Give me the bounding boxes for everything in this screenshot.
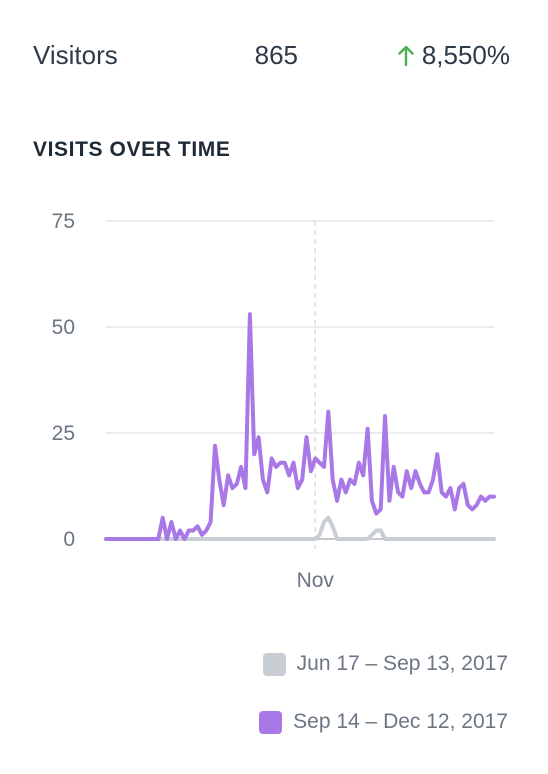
stat-label: Visitors bbox=[33, 40, 118, 70]
section-title: VISITS OVER TIME bbox=[33, 138, 231, 161]
legend-label-previous: Jun 17 – Sep 13, 2017 bbox=[296, 652, 508, 675]
visits-line-chart: 0 25 50 75 Nov bbox=[52, 210, 496, 592]
stat-value: 865 bbox=[254, 40, 298, 70]
legend-item-previous[interactable]: Jun 17 – Sep 13, 2017 bbox=[262, 649, 508, 679]
legend-swatch-previous bbox=[262, 652, 286, 676]
y-tick-label: 0 bbox=[63, 528, 75, 551]
arrow-up-icon bbox=[398, 46, 414, 66]
stat-change-value: 8,550% bbox=[421, 40, 510, 70]
y-axis-ticks: 0 25 50 75 bbox=[52, 210, 75, 551]
visitors-stat-row: Visitors 865 8,550% bbox=[0, 0, 548, 110]
x-axis-ticks: Nov bbox=[297, 569, 335, 592]
series-line-current bbox=[104, 312, 496, 541]
grid-layer bbox=[106, 220, 494, 549]
series-line-previous bbox=[104, 515, 496, 541]
y-tick-label: 50 bbox=[52, 316, 75, 339]
y-tick-label: 25 bbox=[52, 422, 75, 445]
legend-item-current[interactable]: Sep 14 – Dec 12, 2017 bbox=[259, 707, 508, 737]
stat-change: 8,550% bbox=[398, 40, 510, 71]
x-tick-label: Nov bbox=[297, 569, 335, 592]
legend-swatch-current bbox=[259, 710, 283, 734]
series-layer bbox=[104, 312, 496, 541]
y-tick-label: 75 bbox=[52, 210, 75, 233]
legend-label-current: Sep 14 – Dec 12, 2017 bbox=[293, 710, 508, 733]
